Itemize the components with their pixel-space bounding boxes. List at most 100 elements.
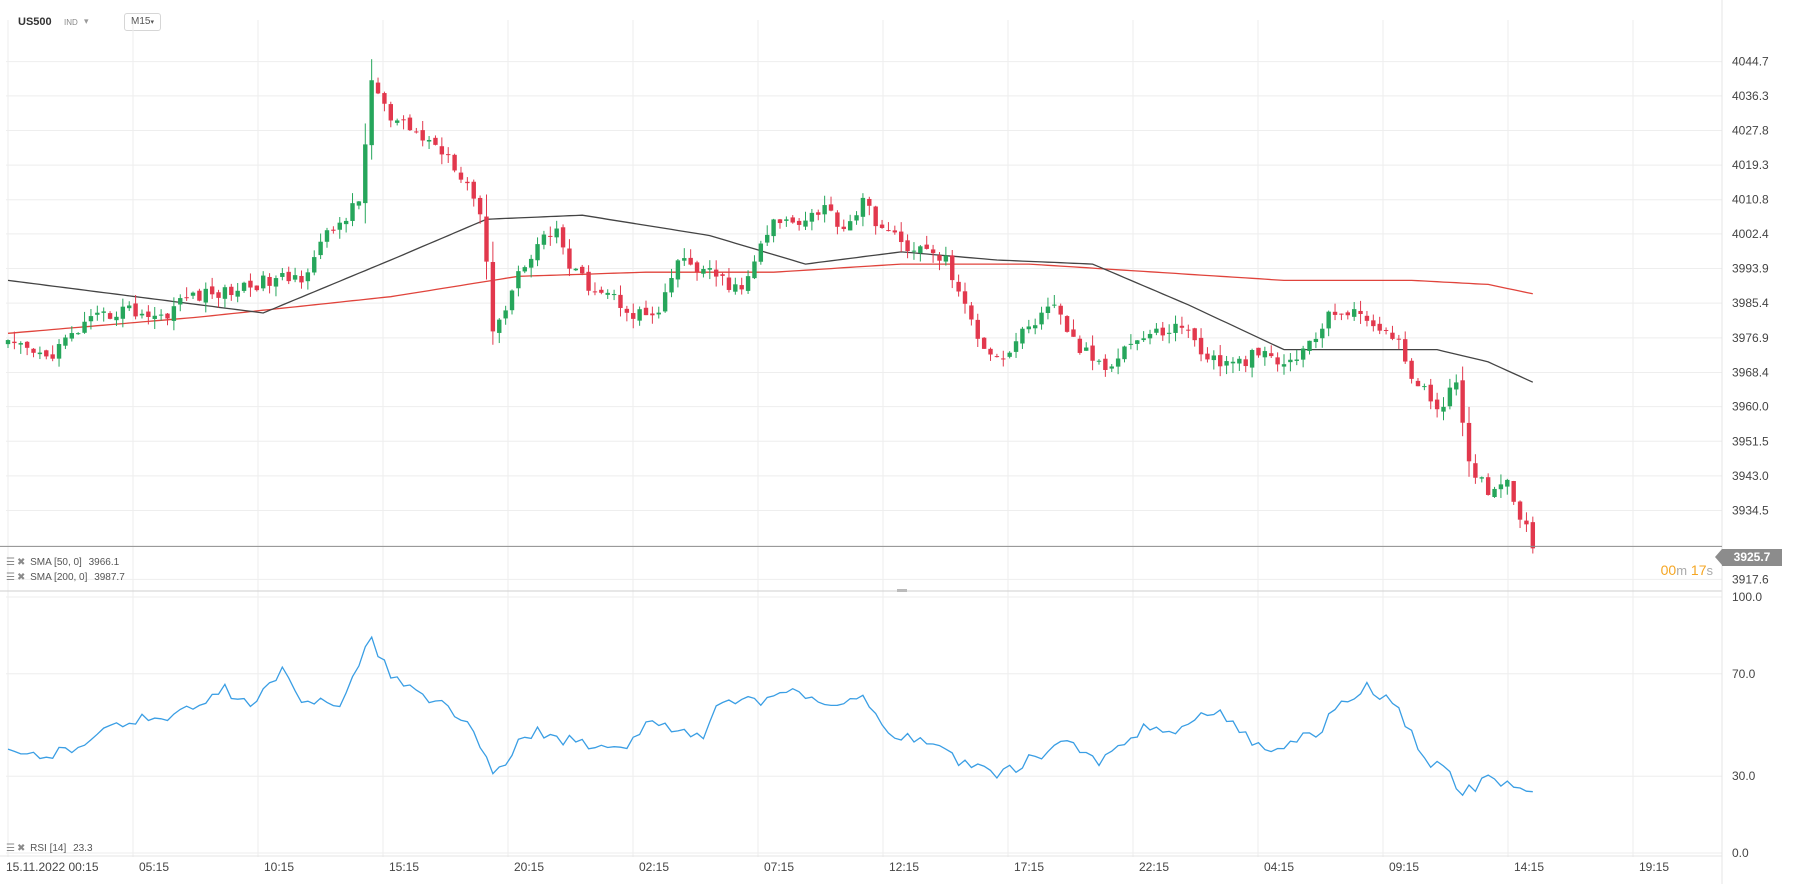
candle-down [790, 217, 795, 223]
close-icon[interactable]: ✖ [16, 557, 26, 568]
candle-up [426, 139, 432, 142]
candle-down [24, 341, 30, 348]
candle-down [720, 274, 725, 276]
candle-down [267, 276, 272, 286]
candle-up [1237, 358, 1242, 364]
candle-down [905, 240, 910, 252]
candle-down [484, 216, 489, 262]
candle-down [1071, 329, 1076, 337]
time-tick-label: 22:15 [1139, 860, 1169, 874]
price-tick-label: 4019.3 [1732, 158, 1769, 172]
candle-up [1154, 328, 1159, 333]
candle-down [592, 291, 598, 293]
candle-up [1447, 387, 1453, 407]
candle-down [1198, 337, 1204, 355]
candle-down [1339, 313, 1344, 315]
candle-up [1300, 348, 1306, 360]
candle-up [822, 205, 827, 215]
candle-up [637, 309, 642, 321]
candle-up [701, 269, 706, 274]
chevron-down-icon[interactable]: ▾ [84, 16, 89, 26]
candle-up [318, 241, 323, 256]
sma50-legend[interactable]: ☰ ✖ SMA [50, 0] 3966.1 [6, 557, 119, 568]
candle-up [605, 292, 610, 295]
candle-up [752, 261, 757, 279]
candle-up [101, 311, 106, 313]
close-icon[interactable]: ✖ [16, 843, 26, 854]
candle-down [969, 305, 974, 320]
candle-down [899, 231, 904, 243]
candle-up [509, 290, 515, 311]
candle-down [146, 311, 151, 317]
candle-up [847, 221, 853, 231]
candle-up [733, 284, 738, 292]
candle-down [1001, 358, 1006, 360]
sma200-legend[interactable]: ☰ ✖ SMA [200, 0] 3987.7 [6, 572, 125, 583]
candle-down [975, 319, 980, 339]
price-tick-label: 3943.0 [1732, 469, 1769, 483]
time-tick-label: 07:15 [764, 860, 794, 874]
candle-down [1473, 463, 1478, 478]
candle-up [1084, 347, 1089, 351]
rsi-legend[interactable]: ☰ ✖ RSI [14] 23.3 [6, 843, 93, 854]
price-tick-label: 3968.4 [1732, 365, 1769, 379]
candle-up [1441, 406, 1446, 412]
candle-down [988, 348, 993, 355]
candle-down [439, 146, 445, 155]
candle-down [216, 292, 221, 298]
rsi-tick-label: 30.0 [1732, 769, 1756, 783]
candle-down [1179, 325, 1185, 328]
candle-up [305, 272, 311, 282]
candle-down [1390, 332, 1395, 339]
candle-down [299, 275, 304, 283]
candle-up [261, 275, 266, 289]
candle-up [1498, 484, 1504, 490]
candle-down [726, 277, 732, 290]
sma50-line [7, 214, 1534, 383]
menu-icon[interactable]: ☰ [6, 557, 15, 568]
candle-down [580, 266, 585, 274]
candle-up [1479, 477, 1484, 479]
candle-down [586, 271, 591, 291]
candle-down [713, 269, 719, 277]
candle-down [1275, 357, 1280, 365]
candle-up [37, 352, 43, 355]
instrument-symbol[interactable]: US500 [18, 16, 52, 28]
close-icon[interactable]: ✖ [16, 572, 26, 583]
time-tick-label: 19:15 [1639, 860, 1669, 874]
countdown-s-unit: s [1706, 563, 1714, 578]
candle-up [69, 333, 74, 339]
time-tick-label: 04:15 [1264, 860, 1294, 874]
candle-up [1147, 333, 1153, 339]
time-tick-label: 10:15 [264, 860, 294, 874]
candle-down [1332, 311, 1338, 315]
menu-icon[interactable]: ☰ [6, 843, 15, 854]
candle-down [560, 227, 566, 248]
candle-down [962, 291, 968, 304]
chart-header: US500 IND ▾ M15▾ [0, 0, 1720, 40]
candle-down [433, 137, 438, 145]
price-tick-label: 3976.9 [1732, 331, 1769, 345]
candle-up [1020, 328, 1025, 344]
candle-up [1326, 311, 1331, 329]
candle-up [120, 306, 126, 319]
candle-down [1090, 345, 1095, 361]
menu-icon[interactable]: ☰ [6, 572, 15, 583]
candle-down [1077, 338, 1083, 353]
candle-up [765, 234, 770, 243]
candle-up [1211, 355, 1217, 361]
candle-down [197, 290, 202, 301]
rsi-tick-label: 70.0 [1732, 667, 1756, 681]
candle-down [12, 341, 17, 344]
price-tick-label: 3951.5 [1732, 434, 1769, 448]
candle-down [618, 294, 623, 308]
time-tick-label: 20:15 [514, 860, 544, 874]
candle-up [178, 298, 183, 305]
candle-up [528, 258, 534, 268]
sma200-line [7, 263, 1533, 334]
candle-up [1281, 364, 1287, 367]
candle-up [114, 316, 119, 321]
candle-down [254, 285, 260, 291]
candle-up [1052, 304, 1057, 306]
